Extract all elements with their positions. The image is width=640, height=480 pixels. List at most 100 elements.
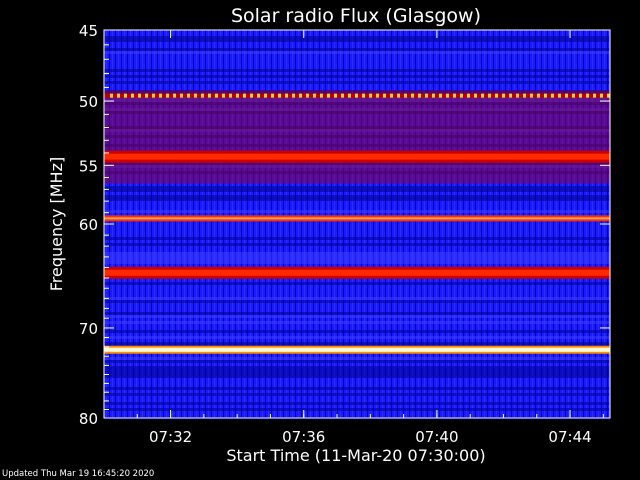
band-dot [439, 93, 442, 98]
texture-row [104, 243, 610, 246]
texture-row [104, 282, 610, 285]
texture-row [104, 369, 610, 372]
texture-row [104, 198, 610, 201]
x-tick-label: 07:36 [282, 428, 325, 446]
band-dot [292, 93, 295, 98]
texture-row [104, 375, 610, 378]
band-dot [537, 93, 540, 98]
band-dot [418, 93, 421, 98]
band-dot [215, 93, 218, 98]
band-dot [390, 93, 393, 98]
y-tick-label: 50 [79, 93, 98, 111]
band-dot [145, 93, 148, 98]
band-dot [222, 93, 225, 98]
texture-row [104, 255, 610, 258]
band-dot [257, 93, 260, 98]
band-dot [411, 93, 414, 98]
band-dot [236, 93, 239, 98]
plot-area: 07:32 07:36 07:40 07:44 45 50 55 60 70 80 [79, 22, 611, 446]
band-dot [425, 93, 428, 98]
band-dot [544, 93, 547, 98]
band-dot [341, 93, 344, 98]
band-dot [110, 93, 113, 98]
band-dot [593, 93, 596, 98]
band-dot [124, 93, 127, 98]
band-dot [355, 93, 358, 98]
texture-row [104, 69, 610, 72]
band-dot [334, 93, 337, 98]
texture-row [104, 393, 610, 396]
texture-row [104, 360, 610, 363]
band-dot [166, 93, 169, 98]
band-dot [446, 93, 449, 98]
texture-row [104, 261, 610, 264]
texture-row [104, 36, 610, 39]
band-dot [369, 93, 372, 98]
texture-row [104, 39, 610, 42]
x-tick-label: 07:32 [149, 428, 192, 446]
band-core [104, 269, 610, 276]
band-dot [376, 93, 379, 98]
texture-row [104, 75, 610, 78]
band-dot [579, 93, 582, 98]
texture-row [104, 357, 610, 360]
texture-row [104, 195, 610, 198]
x-tick-label: 07:44 [548, 428, 591, 446]
band-dot [117, 93, 120, 98]
band-dot [173, 93, 176, 98]
texture-row [104, 300, 610, 303]
band-dot [131, 93, 134, 98]
band-dot [180, 93, 183, 98]
band-dot [208, 93, 211, 98]
updated-timestamp: Updated Thu Mar 19 16:45:20 2020 [2, 469, 155, 479]
band-dot [229, 93, 232, 98]
band-dot [397, 93, 400, 98]
band-dot [523, 93, 526, 98]
chart-title: Solar radio Flux (Glasgow) [231, 5, 481, 27]
texture-row [104, 372, 610, 375]
y-tick-label: 80 [79, 410, 98, 428]
texture-row [104, 210, 610, 213]
band-dot [278, 93, 281, 98]
texture-row [104, 186, 610, 189]
y-tick-label: 45 [79, 22, 98, 40]
band-dot [600, 93, 603, 98]
band-dot [138, 93, 141, 98]
texture-row [104, 237, 610, 240]
band-dot [159, 93, 162, 98]
band-dot [474, 93, 477, 98]
band-dot [558, 93, 561, 98]
band-dot [502, 93, 505, 98]
x-tick-label: 07:40 [415, 428, 458, 446]
band-dot [586, 93, 589, 98]
band-dot [320, 93, 323, 98]
band-dot [467, 93, 470, 98]
texture-row [104, 402, 610, 405]
texture-row [104, 258, 610, 261]
band-core [104, 347, 610, 352]
band-dot [460, 93, 463, 98]
x-axis-label: Start Time (11-Mar-20 07:30:00) [226, 446, 485, 465]
band-dot [348, 93, 351, 98]
band-dot [243, 93, 246, 98]
texture-row [104, 51, 610, 54]
band-dot [572, 93, 575, 98]
band-dot [313, 93, 316, 98]
y-tick-label: 70 [79, 320, 98, 338]
band-dot [453, 93, 456, 98]
band-dot [271, 93, 274, 98]
texture-row [104, 321, 610, 324]
band-dot [516, 93, 519, 98]
band-dot [152, 93, 155, 98]
band-dot [194, 93, 197, 98]
band-dot [306, 93, 309, 98]
enhanced-zone [104, 90, 610, 184]
band-dot [201, 93, 204, 98]
band-dot [264, 93, 267, 98]
band-dot [187, 93, 190, 98]
band-dot [481, 93, 484, 98]
band-core [104, 217, 610, 220]
band-dot [250, 93, 253, 98]
band-dot [404, 93, 407, 98]
